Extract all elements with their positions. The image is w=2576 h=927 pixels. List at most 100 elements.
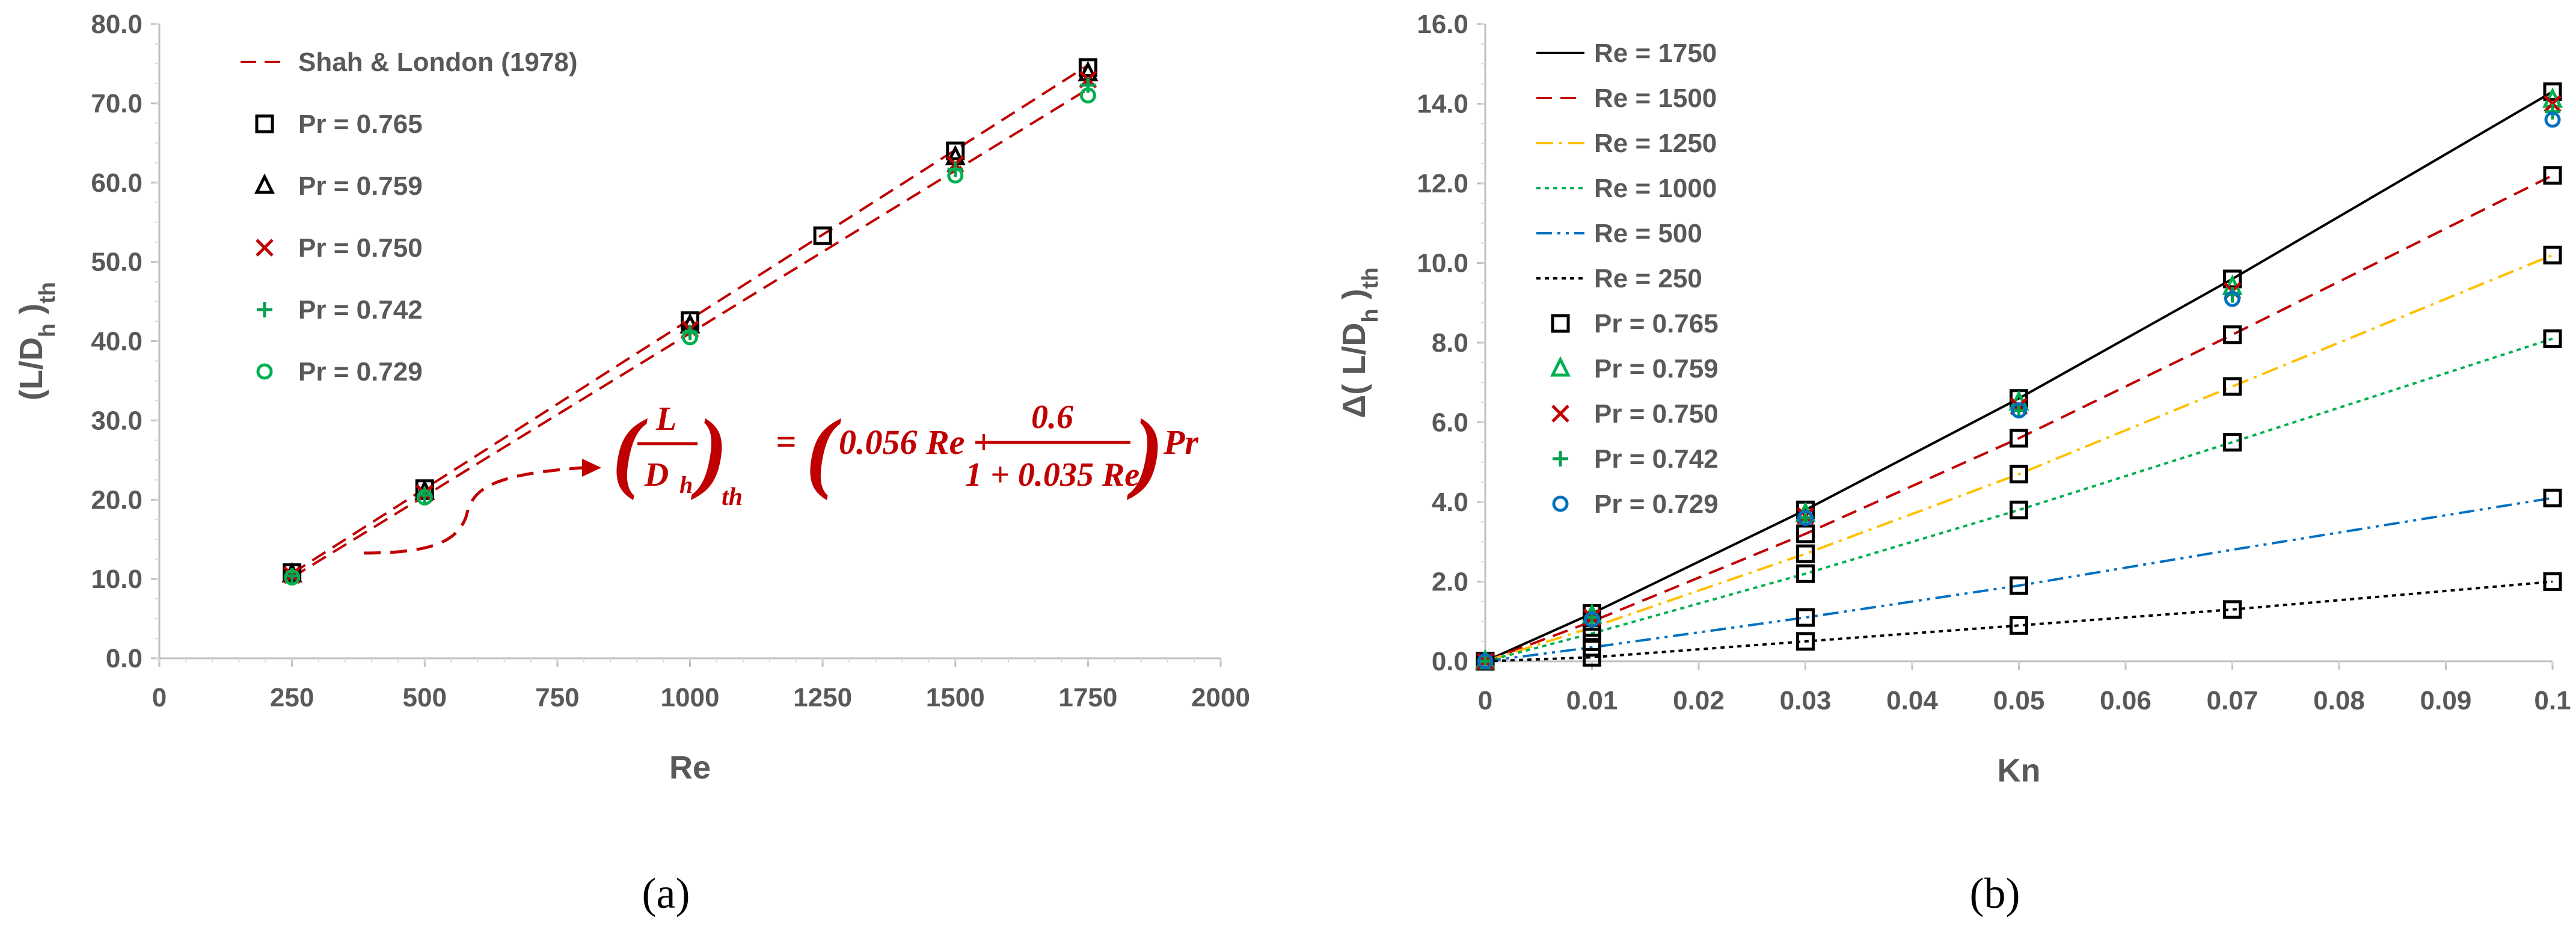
x-tick-label: 1750 — [1058, 683, 1117, 712]
y-tick-label: 12.0 — [1417, 169, 1468, 198]
y-tick-label: 10.0 — [91, 564, 143, 594]
x-tick-label: 1500 — [926, 683, 985, 712]
x-tick-label: 0.01 — [1566, 686, 1618, 715]
annotation-arrow — [363, 466, 584, 555]
y-tick-label: 80.0 — [91, 10, 143, 39]
data-point — [2011, 402, 2027, 419]
data-point — [1584, 611, 1600, 628]
legend-marker-swatch — [1551, 314, 1570, 333]
y-tick-label: 0.0 — [106, 644, 143, 673]
chart-panel-b: 0.0 2.0 4.0 6.0 8.0 10.0 12.0 14.0 16.0 0 0.01 0.02… — [1336, 10, 2571, 917]
legend-label: Pr = 0.729 — [298, 357, 423, 387]
legend-label: Re = 500 — [1594, 219, 1702, 248]
legend-label: Re = 1250 — [1594, 129, 1717, 158]
legend-marker-swatch — [257, 302, 272, 317]
eq-tail: Pr — [1163, 423, 1198, 462]
x-tick-label: 0.07 — [2207, 686, 2259, 715]
y-tick-label: 16.0 — [1417, 10, 1468, 39]
data-point — [2543, 166, 2562, 185]
y-tick-label: 60.0 — [91, 168, 143, 198]
legend-marker-swatch — [1551, 405, 1569, 423]
data-point — [1079, 87, 1096, 104]
data-point — [2543, 329, 2562, 348]
x-tick-label: 0.08 — [2313, 686, 2365, 715]
y-tick-label: 20.0 — [91, 485, 143, 515]
chart-panel-a: 0.0 10.0 20.0 30.0 40.0 50.0 60.0 70.0 80.0 0 250 5… — [13, 10, 1250, 917]
data-point — [2544, 94, 2562, 113]
x-tick-label: 500 — [403, 683, 447, 712]
legend-label: Pr = 0.765 — [1594, 309, 1719, 338]
legend-marker-swatch — [1553, 451, 1568, 467]
data-point — [2224, 290, 2240, 307]
data-point — [2223, 269, 2242, 289]
y-axis-title: (L/Dh )th — [13, 282, 60, 400]
legend-marker-swatch — [256, 363, 273, 380]
data-point — [2010, 429, 2028, 448]
equation: (LD h)th=(0.056 Re +0.61 + 0.035 Re) Pr — [612, 399, 1198, 511]
x-tick-label: 250 — [270, 683, 314, 712]
data-point — [2010, 465, 2028, 484]
x-tick-label: 0 — [152, 683, 167, 712]
eq-frac-denominator: 1 + 0.035 Re — [965, 456, 1139, 494]
legend-label: Re = 250 — [1594, 264, 1702, 293]
data-point — [682, 329, 698, 346]
legend-marker-swatch — [255, 114, 274, 133]
legend-marker-swatch — [1552, 495, 1569, 512]
data-point — [2543, 82, 2562, 102]
x-axis-title: Re — [669, 750, 711, 786]
y-tick-label: 30.0 — [91, 406, 143, 435]
data-point — [2543, 488, 2562, 507]
panel-label: (b) — [1970, 869, 2020, 917]
y-axis-title: Δ( L/Dh )th — [1336, 268, 1383, 418]
series-line-5 — [1485, 497, 2553, 662]
data-point — [2010, 616, 2028, 635]
legend-label: Pr = 0.742 — [298, 295, 423, 325]
series-line-6 — [1485, 580, 2553, 662]
legend-label: Pr = 0.759 — [298, 171, 423, 201]
x-axis-title: Kn — [1998, 753, 2041, 789]
legend-marker-swatch — [254, 173, 275, 194]
x-tick-label: 0.05 — [1993, 686, 2045, 715]
x-tick-label: 0 — [1478, 686, 1492, 715]
data-point — [946, 141, 965, 161]
data-point — [2543, 572, 2562, 591]
legend-label: Pr = 0.765 — [298, 109, 423, 139]
y-tick-label: 70.0 — [91, 89, 143, 118]
y-tick-label: 8.0 — [1432, 328, 1468, 358]
eq-lhs-numerator: L — [655, 400, 676, 438]
series-line-1 — [1485, 90, 2554, 662]
eq-lhs-den-sub: h — [679, 471, 693, 498]
annotation-arrowhead — [582, 459, 601, 477]
y-tick-label: 14.0 — [1417, 90, 1468, 119]
series-line-2 — [1485, 174, 2553, 662]
series-line-4 — [1485, 337, 2553, 662]
data-point — [1583, 647, 1601, 667]
data-point — [2010, 576, 2028, 595]
x-tick-label: 0.09 — [2420, 686, 2472, 715]
data-point — [2223, 325, 2242, 344]
data-point — [2543, 245, 2562, 265]
series-line-3 — [1485, 254, 2553, 662]
x-tick-label: 750 — [535, 683, 579, 712]
data-point — [2223, 377, 2242, 396]
y-tick-label: 0.0 — [1432, 647, 1468, 676]
data-point — [1477, 653, 1494, 670]
data-point — [1796, 608, 1815, 627]
y-tick-label: 10.0 — [1417, 249, 1468, 278]
x-tick-label: 0.02 — [1673, 686, 1725, 715]
x-tick-label: 2000 — [1191, 683, 1250, 712]
y-tick-label: 2.0 — [1432, 568, 1468, 597]
legend-label: Re = 1000 — [1594, 174, 1717, 203]
data-point — [1796, 632, 1815, 651]
data-point — [1080, 77, 1096, 93]
legend-label: Pr = 0.729 — [1594, 489, 1719, 519]
legend-marker-swatch — [256, 239, 274, 257]
data-point — [2544, 111, 2561, 128]
x-tick-label: 1250 — [793, 683, 852, 712]
data-point — [1796, 564, 1815, 583]
legend-label: Pr = 0.759 — [1594, 354, 1719, 384]
eq-paren: ( — [806, 401, 841, 501]
legend-label: Shah & London (1978) — [298, 47, 577, 77]
data-point — [947, 167, 964, 184]
